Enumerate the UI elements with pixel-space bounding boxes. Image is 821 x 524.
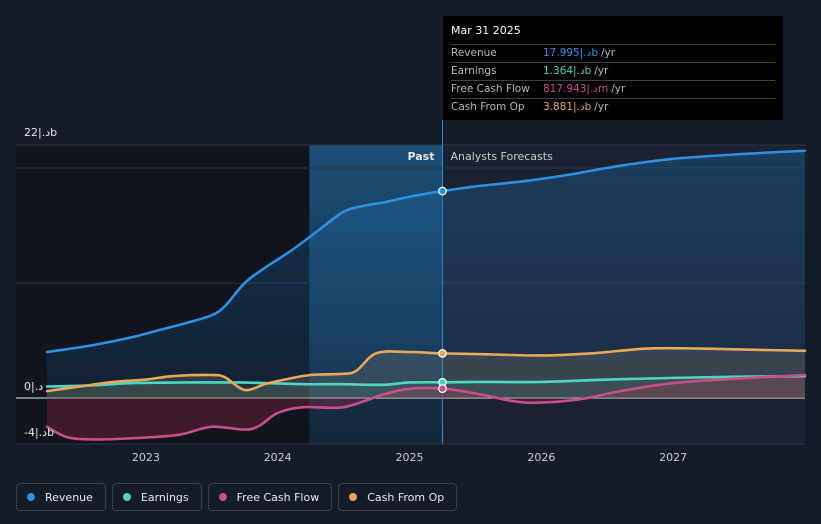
series-line-revenue [45, 149, 807, 354]
legend-label: Earnings [140, 490, 189, 504]
tooltip-label: Free Cash Flow [451, 83, 530, 95]
forecast-label: Analysts Forecasts [450, 150, 553, 163]
tooltip-value: 3.881|.دb [543, 101, 592, 113]
legend-item-revenue[interactable]: Revenue [16, 483, 106, 511]
tooltip-row-earnings: Earnings 1.364|.دb/yr [451, 63, 775, 81]
tooltip-value: 817.943|.دm [543, 83, 609, 95]
x-tick-label: 2027 [659, 451, 687, 464]
series-line-cash-from-op [45, 346, 807, 393]
data-tooltip: Mar 31 2025 Revenue 17.995|.دb/yr Earnings… [443, 16, 783, 120]
legend-dot-icon [27, 493, 35, 501]
tooltip-label: Revenue [451, 47, 497, 59]
x-tick-label: 2026 [527, 451, 555, 464]
tooltip-row-revenue: Revenue 17.995|.دb/yr [451, 45, 775, 63]
series-area-revenue [47, 150, 805, 398]
tooltip-unit: /yr [594, 101, 609, 113]
series-area-cash-from-op [47, 348, 805, 398]
series-area-free-cash-flow [47, 375, 805, 440]
legend-dot-icon [218, 493, 227, 501]
marker-free-cash-flow [438, 384, 447, 393]
tooltip-unit: /yr [594, 65, 609, 77]
tooltip-row-cash-from-op: Cash From Op 3.881|.دb/yr [451, 99, 775, 116]
x-tick-label: 2024 [264, 451, 292, 464]
x-tick-label: 2025 [396, 451, 424, 464]
tooltip-label: Cash From Op [451, 101, 525, 113]
tooltip-row-free-cash-flow: Free Cash Flow 817.943|.دm/yr [451, 81, 775, 99]
y-tick-label: 0|.د [24, 380, 43, 393]
tooltip-value: 17.995|.دb [543, 47, 598, 59]
chart-legend: Revenue Earnings Free Cash Flow Cash From O… [16, 483, 458, 511]
series-line-earnings [45, 374, 807, 388]
past-label: Past [407, 150, 434, 163]
legend-item-free-cash-flow[interactable]: Free Cash Flow [207, 483, 333, 511]
series-line-free-cash-flow [45, 373, 807, 441]
tooltip-value: 1.364|.دb [543, 65, 592, 77]
legend-item-earnings[interactable]: Earnings [111, 483, 202, 511]
marker-revenue [438, 186, 447, 196]
legend-dot-icon [349, 493, 358, 501]
legend-label: Free Cash Flow [236, 490, 320, 504]
legend-dot-icon [122, 493, 131, 501]
tooltip-date: Mar 31 2025 [451, 22, 775, 45]
tooltip-unit: /yr [600, 47, 616, 59]
x-tick-label: 2023 [132, 451, 160, 464]
marker-cash-from-op [438, 348, 447, 358]
tooltip-label: Earnings [451, 65, 497, 77]
legend-label: Revenue [45, 490, 93, 504]
y-tick-label: 22|.دb [24, 126, 57, 139]
legend-item-cash-from-op[interactable]: Cash From Op [338, 483, 458, 511]
y-tick-label: -4|.دb [24, 426, 54, 439]
tooltip-unit: /yr [611, 83, 626, 95]
legend-label: Cash From Op [367, 490, 445, 504]
